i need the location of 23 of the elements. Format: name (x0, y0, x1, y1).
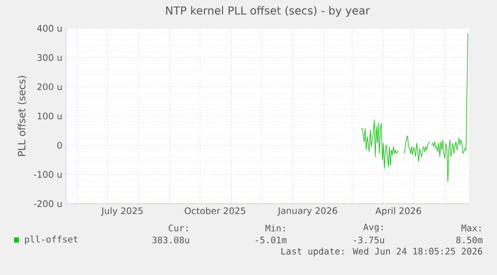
y-tick-label: -100 u (34, 171, 62, 178)
text: -5.01m (256, 236, 286, 244)
y-tick-label: -200 u (34, 200, 62, 208)
chart-title: NTP kernel PLL offset (secs) - by year (166, 6, 370, 17)
text: Avg: (363, 224, 383, 232)
text: 383.08u (152, 236, 190, 244)
y-tick-label: 200 u (37, 83, 62, 90)
y-tick-label: 400 u (37, 24, 62, 32)
text: Cur: (168, 224, 188, 232)
legend-label: pll-offset (25, 236, 78, 244)
x-tick-label: July 2025 (100, 207, 143, 216)
text: Last update: Wed Jun 24 18:05:25 2026 (281, 248, 482, 256)
y-tick-label: 100 u (38, 112, 62, 120)
text: Min: (266, 224, 285, 232)
y-tick-label: 300 u (37, 54, 62, 61)
text: -3.75u (354, 236, 384, 244)
x-tick-label: October 2025 (184, 207, 246, 214)
text: 8.50m (456, 236, 482, 244)
text: Max: (462, 224, 481, 232)
x-tick-label: April 2026 (375, 207, 422, 216)
y-axis-title: PLL offset (secs) (18, 76, 27, 156)
y-tick-label: 0 (57, 142, 62, 149)
x-tick-label: January 2026 (277, 207, 338, 216)
